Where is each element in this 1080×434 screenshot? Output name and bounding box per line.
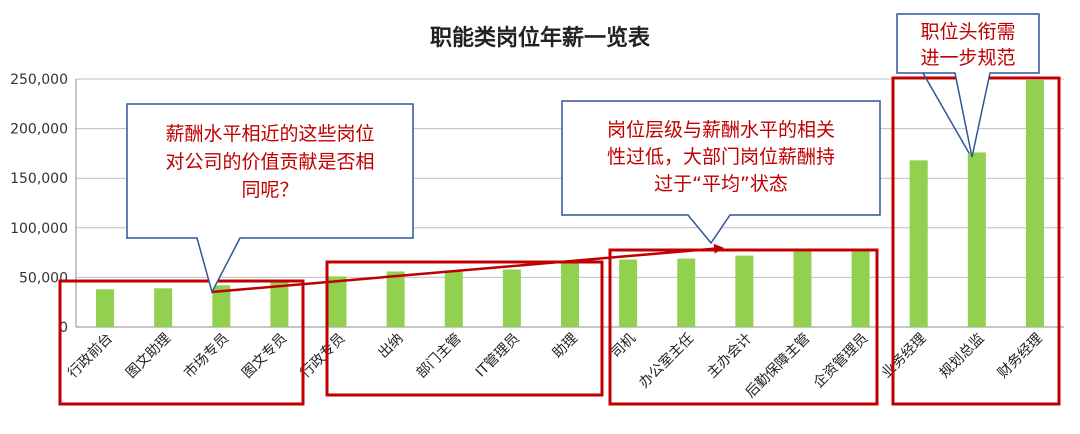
bar <box>154 288 173 327</box>
x-tick-label: 主办会计 <box>704 331 755 382</box>
x-tick-label: 市场专员 <box>181 330 233 382</box>
y-tick-label: 150,000 <box>10 171 68 187</box>
bar <box>793 251 812 327</box>
y-tick-label: 50,000 <box>19 270 68 286</box>
x-tick-label: 部门主管 <box>414 331 465 382</box>
bar <box>619 259 638 327</box>
bar <box>96 289 115 327</box>
callout-text: 对公司的价值贡献是否相 <box>165 151 374 173</box>
highlight-box <box>325 260 604 397</box>
x-tick-label: 司机 <box>608 331 639 362</box>
x-tick-label: 行政专员 <box>297 331 348 382</box>
x-axis-labels: 行政前台 图文助理 市场专员 图文专员 行政专员 出纳 部门主管 IT管理员 助理 司机办公室主任… <box>64 330 1046 401</box>
x-tick-label: 规划总监 <box>937 331 988 382</box>
x-tick-label: 办公室主任 <box>636 330 698 392</box>
callout-bubble <box>561 100 881 245</box>
x-tick-label: 助理 <box>550 331 581 362</box>
x-tick-label: 企资管理员 <box>810 330 872 392</box>
bars <box>96 79 1044 327</box>
bar <box>1025 79 1044 327</box>
bar <box>212 285 231 327</box>
callout-text: 岗位层级与薪酬水平的相关 <box>607 119 835 141</box>
bar <box>328 276 347 327</box>
bar <box>967 152 986 327</box>
bar <box>561 261 579 327</box>
y-axis: 0 50,000 100,000 150,000 200,000 250,000 <box>10 72 77 336</box>
callout-text: 性过低，大部门岗位薪酬持 <box>607 146 835 168</box>
bar <box>502 269 521 327</box>
x-tick-label: 行政前台 <box>64 330 116 382</box>
bar <box>270 280 289 327</box>
callout-text: 职位头衔需 <box>920 21 1015 43</box>
bar <box>444 270 463 327</box>
callout-text: 过于“平均”状态 <box>654 173 788 195</box>
callout-pointer <box>922 72 970 154</box>
x-tick-label: IT管理员 <box>473 331 523 381</box>
bar <box>909 160 928 327</box>
callout-bubble <box>896 13 1040 158</box>
bar <box>677 258 696 327</box>
callout-text: 进一步规范 <box>920 47 1015 69</box>
y-tick-label: 0 <box>59 320 68 336</box>
bar <box>386 271 405 327</box>
chart-title: 职能类岗位年薪一览表 <box>430 25 651 51</box>
x-tick-label: 出纳 <box>375 331 406 362</box>
bar <box>735 255 754 327</box>
callout-bubble <box>126 103 414 295</box>
highlight-box <box>608 248 879 406</box>
x-tick-label: 业务经理 <box>879 331 930 382</box>
callout-text: 同呢？ <box>241 179 298 201</box>
x-tick-label: 图文助理 <box>123 331 174 382</box>
callout-text: 薪酬水平相近的这些岗位 <box>165 123 374 145</box>
trend-arrow <box>211 243 724 294</box>
y-tick-label: 100,000 <box>10 221 68 237</box>
x-tick-label: 图文专员 <box>239 331 290 382</box>
annotation-arrows <box>211 243 724 294</box>
highlight-box <box>58 279 305 406</box>
x-tick-label: 财务经理 <box>995 331 1046 382</box>
bar <box>851 251 870 327</box>
y-tick-label: 200,000 <box>10 122 68 138</box>
y-tick-label: 250,000 <box>10 72 68 88</box>
